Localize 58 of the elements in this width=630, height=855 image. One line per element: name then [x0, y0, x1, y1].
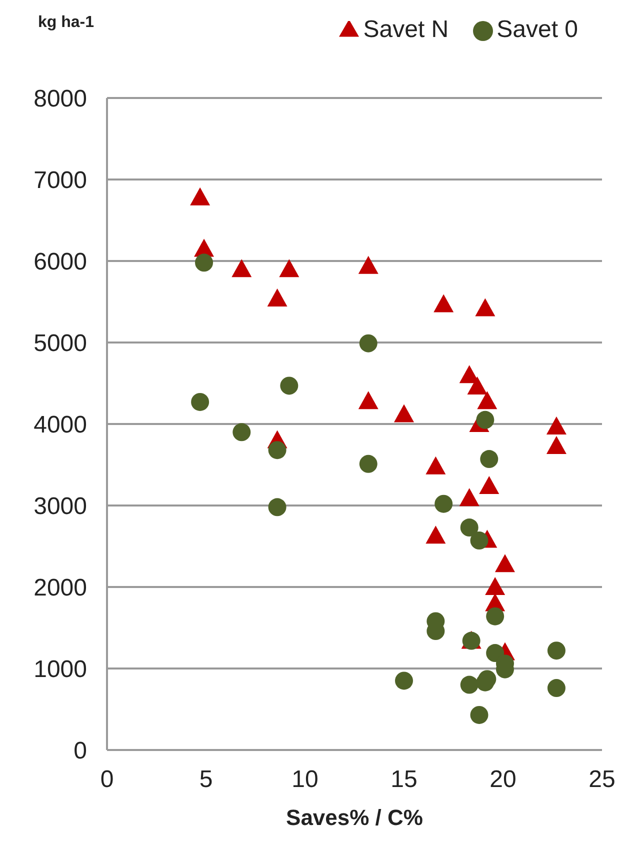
x-tick-label: 20 — [490, 766, 516, 794]
x-axis-title: Saves% / C% — [286, 805, 423, 830]
x-tick-label: 10 — [292, 766, 318, 794]
x-tick-label: 15 — [390, 766, 418, 794]
y-tick-label: 6000 — [34, 248, 87, 276]
point — [460, 676, 478, 694]
y-tick-label: 2000 — [34, 574, 87, 602]
point — [546, 416, 566, 434]
point — [460, 518, 478, 537]
point — [494, 554, 515, 572]
point — [470, 532, 488, 550]
point — [546, 436, 566, 454]
point — [280, 376, 298, 395]
point — [467, 376, 488, 395]
y-tick-label: 7000 — [34, 167, 87, 194]
y-tick-label: 8000 — [34, 86, 87, 113]
point — [476, 410, 494, 429]
legend-label: Savet 0 — [496, 16, 578, 43]
point — [395, 672, 413, 690]
point — [394, 404, 414, 422]
point — [191, 392, 210, 411]
y-tick-label: 5000 — [34, 330, 87, 358]
x-tick-label: 25 — [588, 766, 616, 794]
x-tick-label: 5 — [199, 766, 213, 794]
point — [359, 334, 378, 352]
point — [479, 476, 500, 494]
point — [434, 294, 454, 312]
point — [480, 450, 498, 468]
point — [486, 607, 504, 626]
legend-label: Savet N — [363, 16, 449, 43]
point — [477, 391, 498, 410]
y-tick-label: 1000 — [34, 656, 87, 684]
point — [190, 187, 210, 206]
point — [279, 259, 300, 278]
point — [267, 288, 288, 306]
y-tick-label: 0 — [74, 738, 87, 765]
y-axis-title: kg ha-1 — [38, 14, 94, 32]
x-tick-label: 0 — [100, 766, 114, 794]
y-tick-label: 4000 — [34, 412, 87, 439]
point — [426, 456, 446, 474]
point — [434, 494, 453, 513]
point — [358, 391, 378, 410]
point — [232, 423, 251, 442]
point — [470, 706, 488, 724]
point — [195, 254, 214, 272]
point — [358, 256, 378, 274]
point — [268, 441, 286, 460]
point — [485, 577, 506, 595]
point — [426, 526, 446, 544]
point — [459, 488, 480, 506]
point — [268, 498, 286, 516]
point — [359, 454, 378, 473]
point — [486, 644, 504, 662]
y-tick-label: 3000 — [34, 493, 87, 520]
point — [475, 298, 496, 316]
point — [547, 679, 566, 698]
point — [232, 259, 252, 278]
point — [547, 642, 566, 660]
